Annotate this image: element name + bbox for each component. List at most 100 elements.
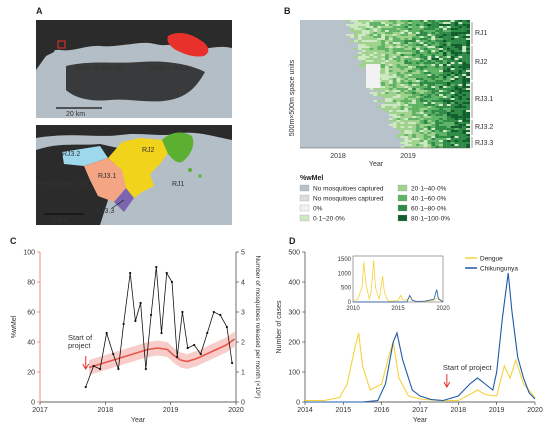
heatmap-cell: [400, 54, 405, 56]
heatmap-cell: [439, 66, 443, 68]
heatmap-cell: [415, 36, 420, 38]
heatmap-cell: [388, 98, 393, 100]
heatmap-cell: [442, 62, 447, 64]
heatmap-cell: [377, 46, 382, 48]
heatmap-cell: [415, 38, 420, 40]
heatmap-cell: [427, 48, 432, 50]
heatmap-cell: [435, 82, 440, 84]
heatmap-cell: [392, 68, 397, 70]
heatmap-cell: [435, 132, 440, 134]
heatmap-cell: [435, 80, 440, 82]
heatmap-cell: [466, 136, 470, 138]
heatmap-cell: [419, 62, 424, 64]
heatmap-cell: [439, 76, 443, 78]
heatmap-cell: [446, 114, 451, 116]
heatmap-cell: [412, 56, 416, 58]
heatmap-cell: [381, 58, 385, 60]
heatmap-cell: [412, 124, 416, 126]
heatmap-cell: [450, 116, 455, 118]
heatmap-cell: [427, 142, 432, 144]
y-tick-label: 0: [296, 400, 300, 407]
releases-point: [129, 271, 132, 275]
heatmap-cell: [450, 98, 455, 100]
heatmap-cell: [450, 128, 455, 130]
heatmap-cell: [450, 36, 455, 38]
x-tick-label: 2017: [412, 407, 428, 414]
heatmap-cell: [412, 60, 416, 62]
heatmap-cell: [404, 68, 409, 70]
heatmap-cell: [450, 70, 455, 72]
heatmap-cell: [388, 28, 393, 30]
heatmap-cell: [431, 94, 436, 96]
legend-label: 0%: [313, 206, 323, 213]
heatmap-cell: [431, 136, 436, 138]
heatmap-cell: [431, 132, 436, 134]
heatmap-cell: [388, 66, 393, 68]
heatmap-cell: [354, 26, 358, 28]
panel-c: C 2017 2018 2019 2020020406080100Year%wMel0…: [10, 236, 261, 424]
heatmap-cell: [373, 38, 378, 40]
heatmap-cell: [454, 134, 459, 136]
heatmap-cell: [415, 42, 420, 44]
heatmap-cell: [442, 64, 447, 66]
heatmap-cell: [423, 134, 428, 136]
heatmap-cell: [350, 34, 355, 36]
heatmap-cell: [419, 40, 424, 42]
heatmap-cell: [392, 108, 397, 110]
heatmap-cell-block: [366, 64, 380, 88]
heatmap-xtick-2018: 2018: [330, 153, 346, 160]
heatmap-cell: [369, 34, 374, 36]
heatmap-cell: [431, 74, 436, 76]
heatmap-cell: [427, 28, 432, 30]
heatmap-cell: [446, 84, 451, 86]
heatmap-cell: [439, 110, 443, 112]
heatmap-cell: [408, 112, 413, 114]
heatmap-cell: [400, 142, 405, 144]
heatmap-cell: [446, 144, 451, 146]
heatmap-cell: [454, 86, 459, 88]
heatmap-cell: [435, 138, 440, 140]
heatmap-cell: [408, 104, 413, 106]
heatmap-cell: [412, 30, 416, 32]
heatmap-cell: [354, 40, 358, 42]
heatmap-cell: [408, 64, 413, 66]
heatmap-cell: [466, 62, 470, 64]
heatmap-cell: [454, 64, 459, 66]
heatmap-cell: [439, 60, 443, 62]
heatmap-cell: [446, 62, 451, 64]
heatmap-cell: [400, 104, 405, 106]
heatmap-cell: [361, 44, 366, 46]
heatmap-cell: [450, 28, 455, 30]
heatmap-cell: [423, 26, 428, 28]
heatmap-cell: [365, 46, 370, 48]
heatmap-cell: [442, 116, 447, 118]
heatmap-cell: [412, 42, 416, 44]
heatmap-cell: [404, 102, 409, 104]
heatmap-cell: [419, 38, 424, 40]
heatmap-cell: [361, 40, 366, 42]
heatmap-cell: [381, 82, 385, 84]
heatmap-cell: [373, 24, 378, 26]
heatmap-cell: [400, 70, 405, 72]
heatmap-cell: [442, 58, 447, 60]
heatmap-cell: [412, 82, 416, 84]
heatmap-cell: [427, 124, 432, 126]
heatmap-cell: [450, 62, 455, 64]
heatmap-cell: [388, 90, 393, 92]
heatmap-cell: [442, 24, 447, 26]
heatmap-cell: [381, 86, 385, 88]
heatmap-cell: [419, 144, 424, 146]
heatmap-cell: [396, 86, 401, 88]
x-tick-label: 2018: [98, 407, 114, 414]
heatmap-cell: [396, 28, 401, 30]
heatmap-cell: [454, 120, 459, 122]
heatmap-cell: [450, 52, 455, 54]
x-axis-label: Year: [131, 417, 146, 424]
heatmap-cell: [462, 48, 467, 50]
heatmap-cell: [435, 112, 440, 114]
heatmap-cell: [423, 76, 428, 78]
heatmap-cell: [388, 100, 393, 102]
heatmap-cell: [396, 80, 401, 82]
heatmap-cell: [439, 80, 443, 82]
heatmap-cell: [450, 58, 455, 60]
